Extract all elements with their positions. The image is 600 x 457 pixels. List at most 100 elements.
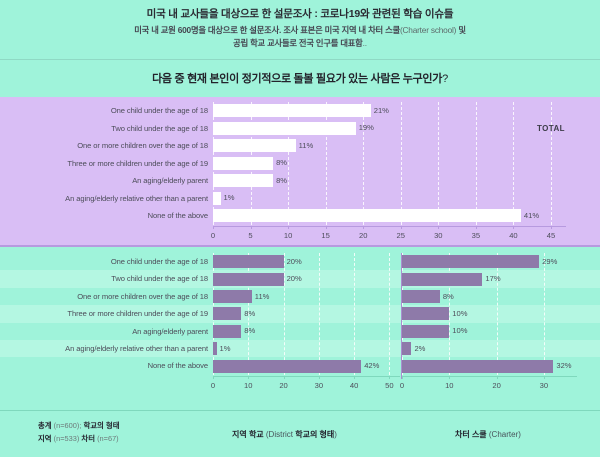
axis-tick-label: 10: [283, 230, 293, 240]
page-title: 미국 내 교사들을 대상으로 한 설문조사 : 코로나19와 관련된 학습 이슈…: [146, 8, 454, 20]
note-district-n: (n=533): [51, 434, 82, 443]
bar-value-label: 11%: [298, 140, 314, 150]
district-plot-area: 20% 20% 11% 8% 8% 1% 42% 0 10 20 30 40 50: [211, 253, 400, 390]
total-chart-panel: One child under the age of 18 Two child u…: [0, 97, 600, 246]
axis-tick-label: 30: [434, 230, 443, 240]
bar: [213, 307, 242, 321]
axis-tick-label: 20: [492, 380, 501, 390]
header: 미국 내 교사들을 대상으로 한 설문조사 : 코로나19와 관련된 학습 이슈…: [0, 0, 600, 56]
gridline: [496, 253, 498, 375]
charter-plot-area: 29% 17% 8% 10% 10% 2% 32% 0 10 20 30: [400, 253, 577, 390]
gridline: [363, 102, 365, 225]
total-category-labels: One child under the age of 18 Two child u…: [0, 97, 600, 245]
panel-separator: [401, 253, 402, 379]
gridline: [550, 102, 552, 225]
category-label: One child under the age of 18: [110, 257, 208, 267]
bar: [213, 121, 356, 135]
category-label: Three or more children under the age of …: [67, 309, 208, 319]
axis-tickmark: [449, 375, 451, 379]
axis-tickmark: [389, 375, 391, 379]
axis-tickmark: [283, 375, 285, 379]
bar: [213, 255, 284, 269]
note-total-label: 총계: [38, 421, 52, 431]
bar-value-label: 19%: [358, 123, 374, 133]
axis-tick-label: 10: [244, 380, 253, 390]
category-label: An aging/elderly relative other than a p…: [65, 193, 208, 203]
subtitle-line2-main: 공립 학교 교사들로 전국 인구를 대표함: [233, 37, 363, 48]
total-plot-area: 21% 19% 11% 8% 8% 1% 41% 0 5 10 15 20 25 30 35 40 45: [211, 102, 566, 240]
x-axis-line: [213, 375, 400, 377]
subtitle-line1-tail: 및: [456, 25, 466, 36]
bar: [213, 272, 284, 286]
axis-tick-label: 40: [349, 380, 359, 390]
axis-tickmark: [513, 225, 515, 229]
category-label: An aging/elderly relative other than a p…: [65, 344, 208, 354]
axis-tick-label: 35: [471, 230, 481, 240]
bar-value-label: 32%: [556, 361, 572, 371]
axis-tick-label: 45: [546, 230, 556, 240]
x-axis-line: [213, 225, 566, 227]
gridline: [400, 102, 402, 225]
gridline: [513, 102, 515, 225]
note-schooltype-label: 학교의 형태: [83, 421, 120, 431]
category-label: None of the above: [147, 211, 208, 221]
category-label: Two child under the age of 18: [111, 123, 208, 133]
bar: [402, 255, 540, 269]
split-chart-panel: One child under the age of 18 Two child u…: [0, 245, 600, 411]
bar: [402, 324, 450, 338]
axis-tick-label: 20: [358, 230, 368, 240]
category-label: One or more children over the age of 18: [77, 291, 208, 301]
bar: [402, 272, 483, 286]
category-label: An aging/elderly parent: [132, 176, 208, 186]
category-label: An aging/elderly parent: [132, 326, 208, 336]
bar: [402, 342, 412, 356]
axis-tickmark: [250, 225, 252, 229]
axis-tickmark: [288, 225, 290, 229]
bar-value-label: 21%: [373, 105, 389, 115]
note-district-label: 지역: [38, 434, 52, 443]
bar-value-label: 29%: [542, 256, 558, 266]
bar: [213, 104, 371, 118]
charter-caption: 차터 스쿨 (Charter): [455, 430, 521, 440]
bar: [213, 359, 362, 373]
category-label: One child under the age of 18: [110, 106, 208, 116]
subtitle-line1-light: (Charter school): [399, 25, 457, 36]
bar-value-label: 10%: [452, 326, 468, 336]
bar-value-label: 42%: [364, 361, 380, 371]
note-total-n: (n=600);: [51, 421, 84, 431]
category-label: One or more children over the age of 18: [77, 141, 208, 151]
axis-tickmark: [550, 225, 552, 229]
axis-tickmark: [213, 225, 214, 229]
subtitle-line2-light: ..: [362, 37, 367, 48]
bar-value-label: 8%: [244, 308, 256, 318]
axis-tick-label: 30: [539, 380, 549, 390]
axis-tick-label: 0: [399, 380, 405, 390]
split-category-labels: One child under the age of 18 Two child u…: [0, 247, 600, 410]
axis-tickmark: [438, 225, 440, 229]
bar-value-label: 1%: [219, 343, 231, 353]
axis-tick-label: 5: [248, 230, 253, 240]
category-label: Three or more children under the age of …: [67, 158, 208, 168]
gridline: [438, 102, 440, 225]
bar-value-label: 20%: [286, 256, 302, 266]
axis-tick-label: 0: [210, 230, 216, 240]
page-subtitle: 미국 내 교원 600명을 대상으로 한 설문조사. 조사 표본은 미국 지역 …: [60, 24, 540, 49]
question-bar: 다음 중 현재 본인이 정기적으로 돌볼 필요가 있는 사람은 누구인가?: [0, 60, 600, 98]
bar-value-label: 2%: [414, 343, 426, 353]
bar-value-label: 11%: [254, 291, 270, 301]
gridline: [325, 102, 327, 225]
bar: [402, 307, 450, 321]
bar-value-label: 8%: [244, 326, 256, 336]
gridline: [543, 253, 545, 375]
bar-value-label: 8%: [276, 158, 288, 168]
axis-tick-label: 25: [396, 230, 405, 240]
bar-value-label: 10%: [452, 308, 468, 318]
gridline: [389, 253, 391, 375]
bar: [213, 139, 296, 153]
bar-value-label: 17%: [485, 274, 501, 284]
axis-tickmark: [402, 375, 403, 379]
bar: [402, 359, 554, 373]
category-label: Two child under the age of 18: [111, 274, 208, 284]
gridline: [318, 253, 320, 375]
